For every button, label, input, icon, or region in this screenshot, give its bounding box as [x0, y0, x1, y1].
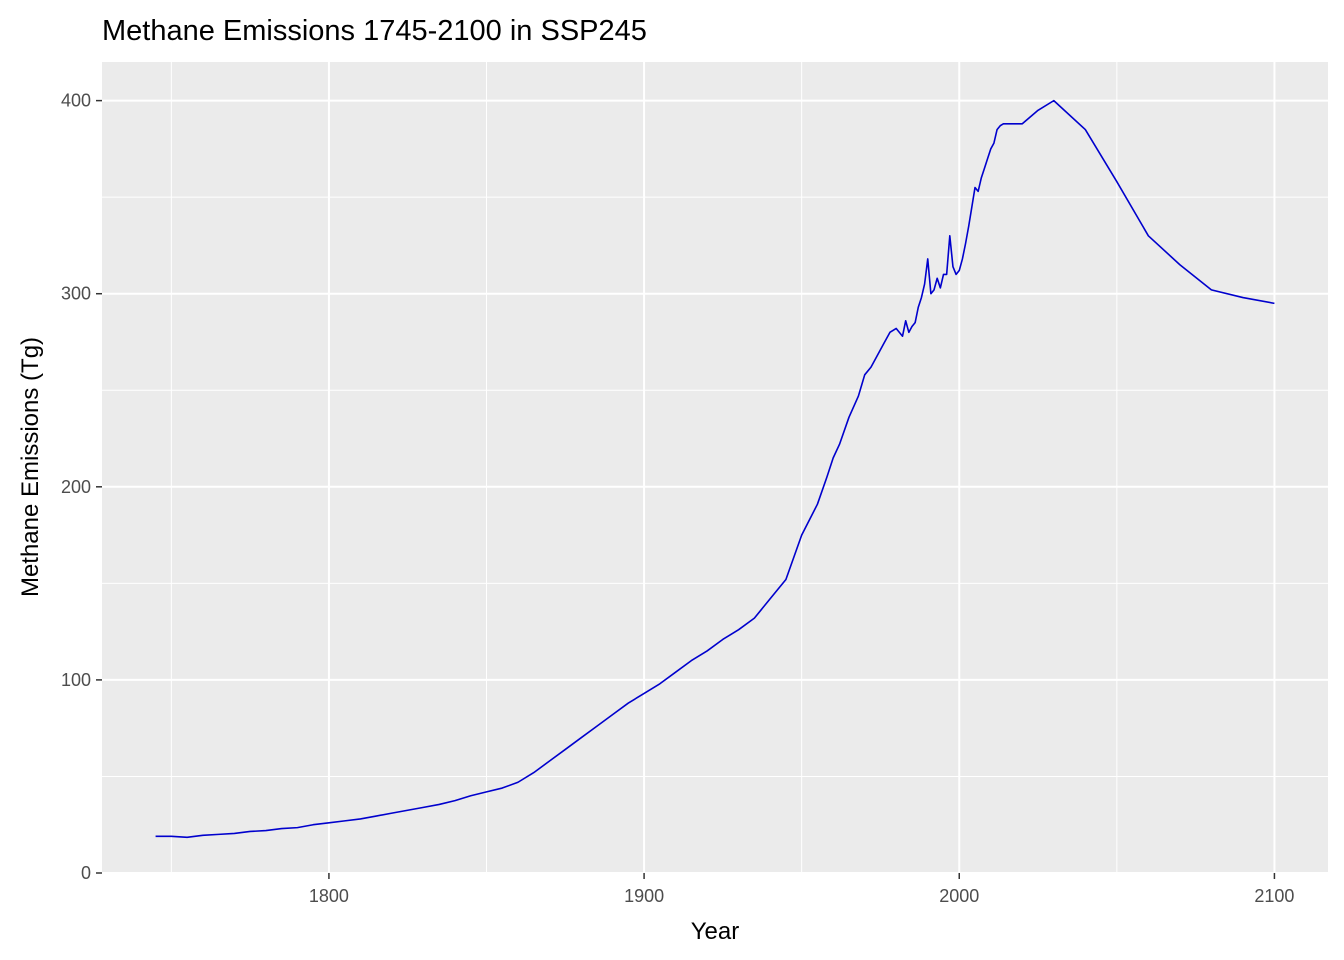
y-tick-label: 400	[61, 91, 91, 111]
x-tick-label: 1900	[624, 886, 664, 906]
y-axis: 0 100 200 300 400	[61, 91, 102, 883]
plot-panel	[102, 62, 1328, 873]
grid-major	[102, 62, 1328, 874]
y-axis-title: Methane Emissions (Tg)	[17, 337, 44, 597]
y-tick-label: 200	[61, 477, 91, 497]
y-tick-label: 100	[61, 670, 91, 690]
x-axis-title: Year	[691, 918, 740, 945]
x-tick-label: 2000	[939, 886, 979, 906]
methane-emissions-line	[155, 99, 1275, 839]
chart-title: Methane Emissions 1745-2100 in SSP245	[102, 15, 647, 47]
grid-minor	[102, 62, 1328, 873]
x-tick-label: 2100	[1254, 886, 1294, 906]
x-axis: 1800 1900 2000 2100	[309, 873, 1294, 906]
x-tick-label: 1800	[309, 886, 349, 906]
data-series	[155, 99, 1275, 839]
y-tick-label: 300	[61, 284, 91, 304]
y-tick-label: 0	[81, 863, 91, 883]
